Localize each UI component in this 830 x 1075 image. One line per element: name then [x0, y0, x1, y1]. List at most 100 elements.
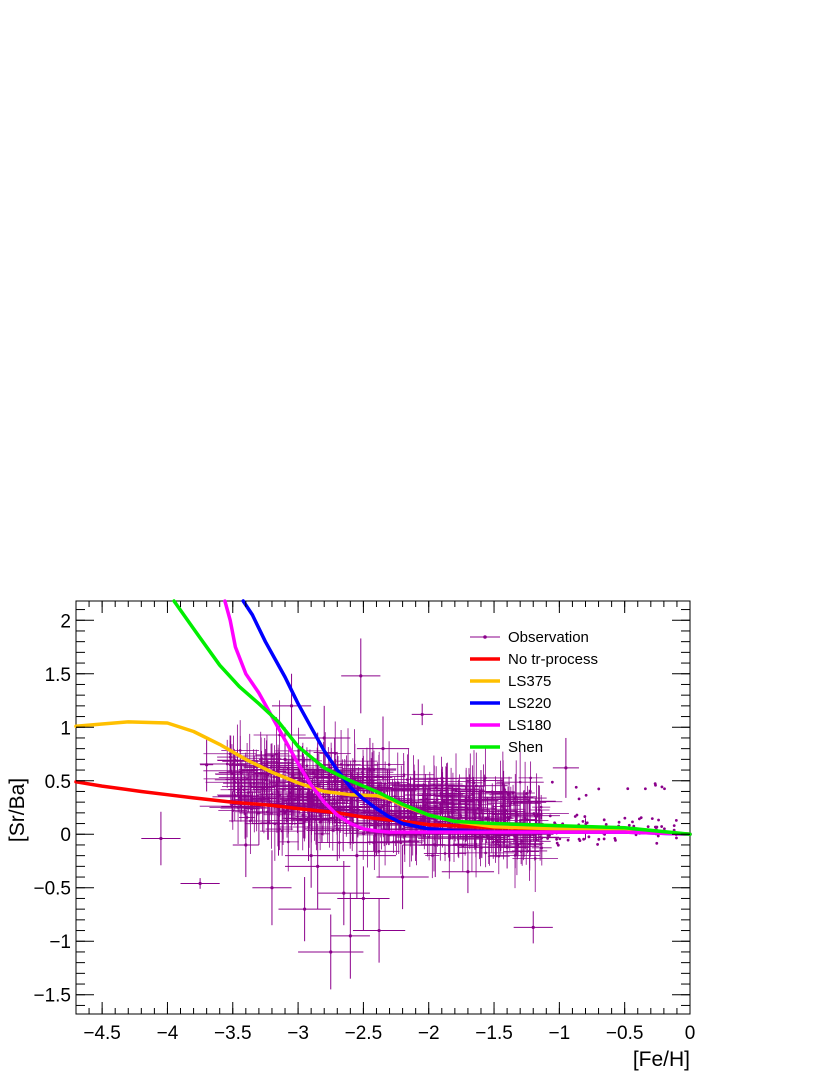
x-tick-label: −1: [549, 1023, 571, 1044]
legend-entry: LS220: [470, 695, 551, 712]
observation-point: [358, 824, 400, 878]
observation-point: [241, 750, 282, 766]
observation-point: [374, 761, 434, 789]
observation-point: [584, 822, 588, 826]
observation-point: [502, 787, 506, 791]
observation-point: [261, 761, 315, 775]
observation-point: [663, 787, 666, 791]
observation-point: [306, 810, 360, 851]
y-tick-label: 0.5: [45, 772, 71, 793]
observation-point: [573, 815, 577, 818]
observation-point: [330, 893, 370, 979]
observation-point: [265, 801, 304, 825]
plot-frame: [75, 600, 691, 1015]
x-tick-label: −3: [287, 1023, 309, 1044]
x-tick-label: −3.5: [214, 1023, 252, 1044]
observation-point: [513, 911, 553, 944]
observation-point: [341, 638, 381, 714]
observation-point: [349, 742, 397, 795]
observation-point: [252, 782, 277, 815]
legend-label: No tr-process: [508, 651, 598, 668]
observation-point: [655, 841, 659, 845]
observation-point: [490, 818, 494, 822]
observation-point: [584, 793, 588, 797]
observation-point: [457, 838, 515, 868]
observation-point: [550, 780, 554, 784]
observation-point: [249, 773, 307, 809]
observation-point: [458, 837, 505, 858]
observation-point: [602, 837, 606, 841]
observation-point: [260, 754, 294, 771]
observation-point: [506, 817, 510, 821]
model-curves: [74, 599, 692, 836]
observation-point: [555, 837, 558, 841]
observation-point: [602, 818, 606, 822]
observation-point: [484, 817, 488, 821]
observation-point: [656, 834, 660, 838]
observation-point: [506, 791, 510, 795]
observation-point: [657, 818, 660, 822]
observation-point: [662, 827, 666, 831]
observation-point: [235, 773, 262, 813]
observation-point: [535, 814, 539, 818]
observation-layer: [141, 638, 678, 990]
observation-point: [626, 787, 630, 791]
y-tick-label: 2: [60, 611, 71, 632]
observation-point: [180, 878, 220, 889]
observation-point: [200, 737, 214, 792]
x-axis-ticks: −4.5 −4 −3.5 −3 −2.5 −2 −1.5 −1 −0.5 0: [75, 601, 696, 1044]
observation-point: [503, 841, 531, 854]
observation-point: [411, 703, 433, 726]
curve-shen: [172, 599, 692, 836]
observation-point: [660, 825, 664, 828]
observation-point: [548, 834, 551, 837]
x-axis-title: [Fe/H]: [633, 1048, 690, 1071]
observation-point: [324, 766, 345, 833]
observation-point: [502, 789, 556, 813]
observation-point: [392, 776, 429, 824]
observation-point: [271, 673, 312, 738]
observation-point: [496, 751, 544, 813]
observation-point: [597, 787, 601, 791]
y-tick-label: 0: [60, 825, 71, 846]
legend-label: LS375: [508, 673, 551, 690]
observation-point: [631, 820, 634, 824]
observation-point: [228, 787, 272, 854]
observation-point: [558, 837, 562, 841]
y-tick-label: 1: [60, 718, 71, 739]
observation-point: [255, 749, 276, 761]
observation-point: [672, 828, 676, 832]
observation-point: [520, 800, 523, 804]
x-tick-label: 0: [685, 1023, 696, 1044]
legend-entry: Observation: [470, 629, 589, 646]
observation-point: [623, 816, 627, 820]
observation-point: [285, 823, 351, 910]
observation-point: [577, 797, 581, 801]
observation-point: [596, 843, 599, 846]
observation-point: [495, 760, 538, 834]
observation-point: [214, 744, 249, 804]
curve-ls180: [223, 599, 692, 836]
observation-point: [376, 844, 429, 910]
legend-entry: LS180: [470, 717, 551, 734]
observation-point: [235, 783, 300, 840]
observation-point: [574, 785, 578, 789]
observation-point: [632, 824, 636, 828]
observation-point: [604, 822, 608, 826]
observation-point: [337, 866, 390, 931]
observation-point: [617, 820, 621, 824]
observation-point: [232, 812, 259, 878]
observation-point: [643, 787, 647, 791]
observation-point: [331, 758, 394, 787]
observation-point: [525, 792, 529, 795]
legend-entry: LS375: [470, 673, 551, 690]
observation-point: [674, 818, 678, 822]
observation-point: [637, 817, 641, 821]
observation-point: [486, 834, 490, 838]
observation-point: [672, 824, 676, 828]
y-axis-title: [Sr/Ba]: [6, 778, 29, 842]
legend: Observation No tr-process LS375 LS220 LS180 S…: [470, 629, 598, 756]
observation-point: [449, 787, 500, 850]
observation-point: [518, 819, 522, 823]
y-tick-label: −1.5: [33, 986, 71, 1007]
